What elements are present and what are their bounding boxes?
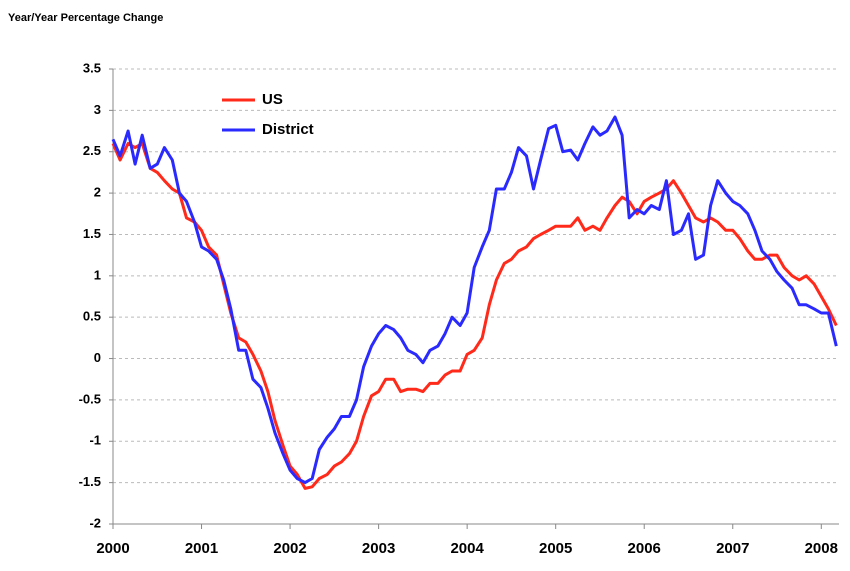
x-tick-label: 2007 [716,540,749,557]
y-tick-label: -1 [89,433,101,448]
x-tick-label: 2006 [628,540,661,557]
line-series [111,115,838,485]
y-tick-label: 1.5 [83,226,101,241]
x-tick-label: 2000 [96,540,129,557]
chart-title: Year/Year Percentage Change [8,12,163,24]
y-tick-label: -2 [89,515,101,530]
y-tick-label: 3.5 [83,60,101,75]
x-tick-label: 2002 [273,540,306,557]
x-tick-label: 2001 [185,540,218,557]
legend-label: US [262,91,283,108]
y-tick-label: 0.5 [83,309,101,324]
y-tick-label: -0.5 [79,391,101,406]
x-tick-label: 2008 [805,540,838,557]
y-tick-label: 3 [94,102,101,117]
legend-label: District [262,121,314,138]
y-tick-label: 1 [94,267,101,282]
y-tick-label: 2 [94,185,101,200]
y-tick-label: -1.5 [79,474,101,489]
y-tick-label: 2.5 [83,143,101,158]
x-tick-label: 2003 [362,540,395,557]
x-tick-label: 2004 [450,540,484,557]
x-tick-label: 2005 [539,540,572,557]
y-tick-label: 0 [94,350,101,365]
